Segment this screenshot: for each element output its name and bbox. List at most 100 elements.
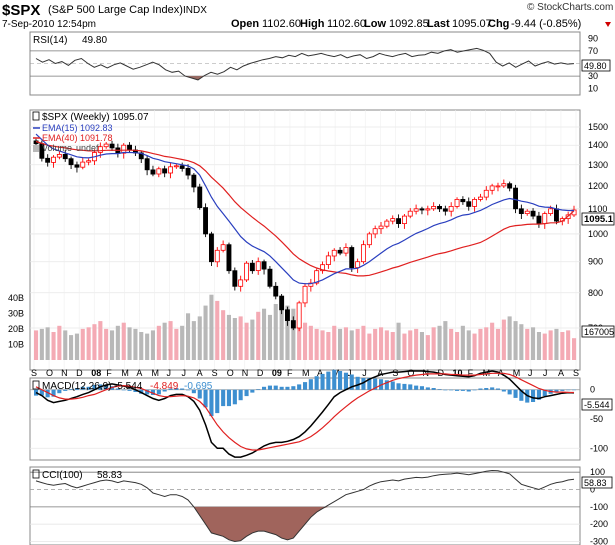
cci-panel: CCI(100) 58.83 100 0 -100 -200 -300 58.83 [29, 466, 613, 545]
macd-histogram-bar [51, 389, 56, 397]
macd-histogram-bar [226, 389, 231, 407]
volume-bar [39, 328, 44, 360]
candle-body [173, 165, 179, 168]
macd-histogram-bar [250, 389, 255, 393]
macd-histogram-bar [308, 379, 313, 390]
candle-body [466, 201, 472, 207]
macd-histogram-bar [297, 384, 302, 390]
candle-body [197, 186, 203, 209]
macd-histogram-bar [326, 371, 331, 390]
macd-histogram-bar [191, 389, 196, 394]
macd-histogram-bar [531, 389, 536, 402]
volume-bar [186, 313, 191, 360]
time-tick: 10 [453, 368, 463, 378]
macd-histogram-bar [127, 389, 132, 391]
macd-histogram-bar [460, 389, 465, 391]
rsi-ytick: 10 [588, 84, 598, 94]
rsi-ytick: 30 [588, 71, 598, 81]
volume-bar [355, 328, 360, 360]
candle-body [407, 210, 413, 217]
candle-body [472, 198, 477, 207]
price-current-label: 1095.1 [584, 214, 614, 225]
symbol-name: (S&P 500 Large Cap Index) [48, 4, 183, 16]
macd-histogram-bar [343, 372, 348, 390]
macd-histogram-bar [238, 389, 243, 401]
volume-bar [127, 327, 132, 360]
macd-histogram-bar [150, 389, 155, 395]
macd-histogram-bar [197, 389, 202, 399]
volume-bar [244, 322, 249, 360]
time-tick: A [197, 368, 203, 378]
time-tick: J [182, 368, 187, 378]
volume-bar [203, 305, 208, 360]
candle-body [477, 196, 483, 200]
volume-bar [367, 333, 372, 360]
volume-bar [495, 328, 500, 360]
brand-label[interactable]: © StockCharts.com [527, 2, 613, 13]
legend-ema40-value: 1091.78 [80, 133, 113, 143]
candle-body [109, 143, 115, 149]
datetime-label: 7-Sep-2010 12:54pm [2, 19, 96, 30]
volume-bar [437, 325, 442, 360]
volume-ytick: 10B [8, 339, 24, 349]
volume-bar [273, 304, 278, 360]
candle-body [454, 198, 460, 207]
time-tick: J [347, 368, 352, 378]
time-tick: F [287, 368, 293, 378]
cci-ytick: 0 [590, 485, 595, 495]
candle-body [489, 185, 495, 191]
legend-volume-name: Volume [42, 143, 72, 153]
time-tick: F [468, 368, 474, 378]
macd-legend: MACD(12,26,9) -5.544 -4.849 -0.695 [32, 380, 213, 392]
last-value: 1095.07 [452, 18, 492, 30]
volume-bar [519, 324, 524, 360]
volume-ytick: 20B [8, 324, 24, 334]
macd-histogram-bar [262, 386, 267, 390]
volume-ytick: 40B [8, 293, 24, 303]
volume-bar [162, 322, 167, 360]
candle-body [337, 249, 343, 254]
price-ytick: 1500 [588, 122, 608, 132]
volume-bar [402, 333, 407, 360]
last-label: Last [427, 18, 450, 30]
volume-bar [542, 333, 547, 360]
open-label: Open [231, 18, 259, 30]
price-ytick: 1300 [588, 160, 608, 170]
candle-body [97, 146, 103, 153]
macd-histogram-bar [536, 389, 541, 400]
volume-bar [34, 330, 39, 360]
macd-histogram [34, 369, 577, 417]
volume-bar [314, 328, 319, 360]
candle-body [320, 264, 325, 272]
candle-body [86, 160, 92, 163]
volume-bar [408, 330, 413, 360]
low-value: 1092.85 [389, 18, 429, 30]
volume-bar [373, 328, 378, 360]
macd-histogram-bar [572, 389, 577, 391]
candle-body [214, 249, 220, 263]
macd-histogram-bar [57, 389, 62, 394]
legend-ema40-name: EMA(40) [42, 133, 78, 143]
candle-body [355, 261, 361, 269]
macd-histogram-bar [168, 388, 173, 390]
legend-ema15-value: 1092.83 [80, 123, 113, 133]
cci-ytick: -100 [590, 502, 608, 512]
cci-ytick: -300 [590, 537, 608, 545]
macd-histogram-bar [232, 389, 237, 405]
macd-histogram-bar [115, 388, 120, 390]
rsi-value: 49.80 [82, 35, 107, 46]
macd-histogram-bar [256, 389, 261, 390]
macd-histogram-bar [121, 389, 126, 391]
macd-ytick: 0 [590, 385, 595, 395]
volume-bar [320, 330, 325, 360]
high-value: 1102.60 [327, 18, 366, 30]
down-arrow-icon [605, 22, 611, 27]
time-tick: N [61, 368, 68, 378]
time-tick: J [167, 368, 172, 378]
volume-bar [226, 314, 231, 360]
macd-histogram-bar [390, 381, 395, 390]
volume-bar [150, 330, 155, 360]
candle-body [413, 208, 419, 212]
time-tick: S [573, 368, 579, 378]
macd-histogram-bar [414, 385, 419, 390]
